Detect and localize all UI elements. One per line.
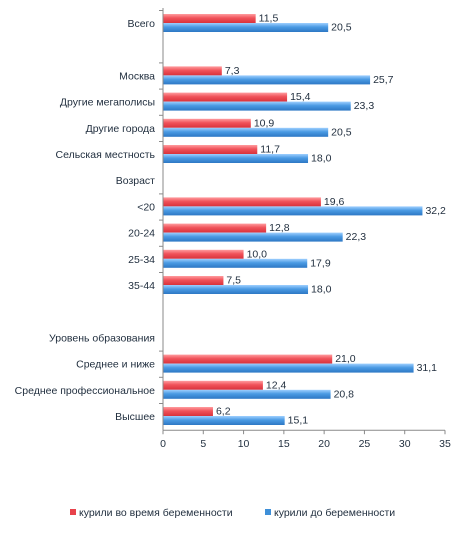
bar-before-pregnancy [163,206,423,216]
category-row: Другие мегаполисы 15,4 23,3 [60,88,375,112]
x-axis: 0 5 10 15 20 25 30 35 [160,8,451,450]
category-label: Другие города [86,123,156,135]
x-tick-label: 35 [439,438,451,450]
bar-during-pregnancy [163,407,213,416]
x-tick-label: 0 [160,438,166,450]
bar-before-pregnancy [163,127,329,137]
category-row: Среднее профессиональное 12,4 20,8 [15,376,355,400]
category-row: Среднее и ниже 21,0 31,1 [76,350,438,374]
category-label: Сельская местность [56,149,156,161]
category-group-heading: Уровень образования [49,332,155,344]
category-row: Всего 11,5 20,5 [127,10,352,34]
data-label: 15,1 [288,415,309,427]
x-tick-label: 30 [399,438,411,450]
x-tick-label: 10 [238,438,250,450]
bar-during-pregnancy [163,249,244,259]
data-label: 20,5 [331,126,352,138]
data-label: 15,4 [290,91,311,103]
category-row: <20 19,6 32,2 [137,193,446,217]
data-label: 11,7 [260,144,280,156]
bar-before-pregnancy [163,389,331,399]
legend-swatch-during [70,509,76,515]
bar-before-pregnancy [163,363,414,373]
data-label: 11,5 [259,13,279,25]
bar-before-pregnancy [163,101,351,111]
data-label: 20,5 [331,22,352,34]
bar-before-pregnancy [163,285,309,294]
data-label: 18,0 [311,284,332,296]
data-label: 7,5 [226,275,241,287]
bar-during-pregnancy [163,354,333,364]
data-label: 10,0 [247,248,268,260]
category-label: <20 [137,201,155,213]
data-label: 32,2 [425,205,446,217]
data-label: 12,4 [266,379,287,391]
bar-before-pregnancy [163,258,308,268]
data-label: 25,7 [373,74,394,86]
data-label: 10,9 [254,117,275,129]
data-label: 17,9 [310,257,331,269]
bar-during-pregnancy [163,92,288,102]
category-label: Москва [119,70,155,82]
bar-before-pregnancy [163,23,329,32]
x-tick-label: 25 [359,438,371,450]
category-label: 20-24 [128,228,155,240]
bar-before-pregnancy [163,75,371,85]
bar-rows: Всего 11,5 20,5 Москва 7,3 25,7 Другие мегапол… [15,10,446,427]
category-row: Другие города 10,9 20,5 [86,114,352,138]
bar-during-pregnancy [163,118,251,128]
data-label: 22,3 [346,231,367,243]
category-label: Другие мегаполисы [60,97,155,109]
data-label: 31,1 [417,362,438,374]
x-tick-label: 20 [318,438,330,450]
bar-during-pregnancy [163,197,321,207]
legend-label: курили до беременности [274,507,395,519]
bar-during-pregnancy [163,14,256,23]
legend-label: курили во время беременности [79,507,233,519]
category-label: 35-44 [128,280,155,292]
category-row: 25-34 10,0 17,9 [128,245,331,269]
bar-during-pregnancy [163,380,263,390]
group-heading-label: Возраст [116,175,155,187]
category-row: 20-24 12,8 22,3 [128,219,367,243]
group-heading-label: Уровень образования [49,332,155,344]
data-label: 20,8 [334,388,355,400]
legend-swatch-before [265,509,271,515]
bar-during-pregnancy [163,276,224,285]
category-label: Среднее профессиональное [15,385,155,397]
category-label: Высшее [115,411,155,423]
legend: курили во время беременности курили до бе… [70,507,395,519]
data-label: 12,8 [269,222,290,234]
category-row: Москва 7,3 25,7 [119,62,394,86]
data-label: 7,3 [225,65,240,77]
category-label: Среднее и ниже [76,359,155,371]
data-label: 19,6 [324,196,345,208]
bar-during-pregnancy [163,66,222,76]
category-group-heading: Возраст [116,175,155,187]
category-row: Высшее 6,2 15,1 [115,403,309,427]
category-row: Сельская местность 11,7 18,0 [56,141,332,165]
category-label: Всего [127,18,155,30]
category-label: 25-34 [128,254,155,266]
bar-before-pregnancy [163,416,285,425]
bar-during-pregnancy [163,145,258,154]
category-row: 35-44 7,5 18,0 [128,272,332,296]
bar-before-pregnancy [163,154,309,163]
x-tick-label: 15 [278,438,290,450]
data-label: 6,2 [216,406,231,418]
bar-before-pregnancy [163,232,343,242]
data-label: 21,0 [335,353,356,365]
data-label: 18,0 [311,153,332,165]
bar-during-pregnancy [163,223,267,233]
data-label: 23,3 [354,100,375,112]
x-tick-label: 5 [200,438,206,450]
